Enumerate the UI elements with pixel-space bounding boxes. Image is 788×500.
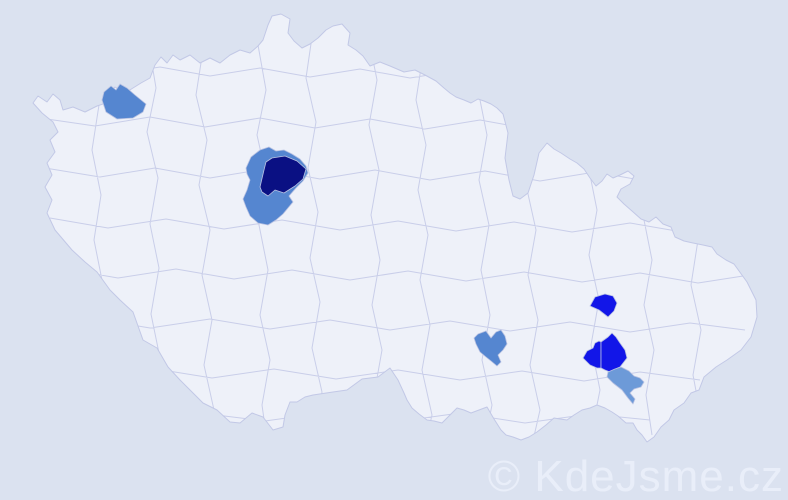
district-central-moravia-small [589, 293, 618, 318]
district-southeast-moravia [606, 366, 645, 405]
district-northwest-bohemia [101, 83, 147, 120]
district-brno-area [473, 329, 508, 367]
country-outline [32, 13, 758, 443]
district-borders-mesh [39, 29, 757, 442]
district-east-moravia-west [582, 340, 602, 369]
watermark-link[interactable]: © KdeJsme.cz [488, 452, 784, 500]
district-prague-city [259, 155, 307, 197]
district-east-moravia-east [600, 332, 628, 373]
